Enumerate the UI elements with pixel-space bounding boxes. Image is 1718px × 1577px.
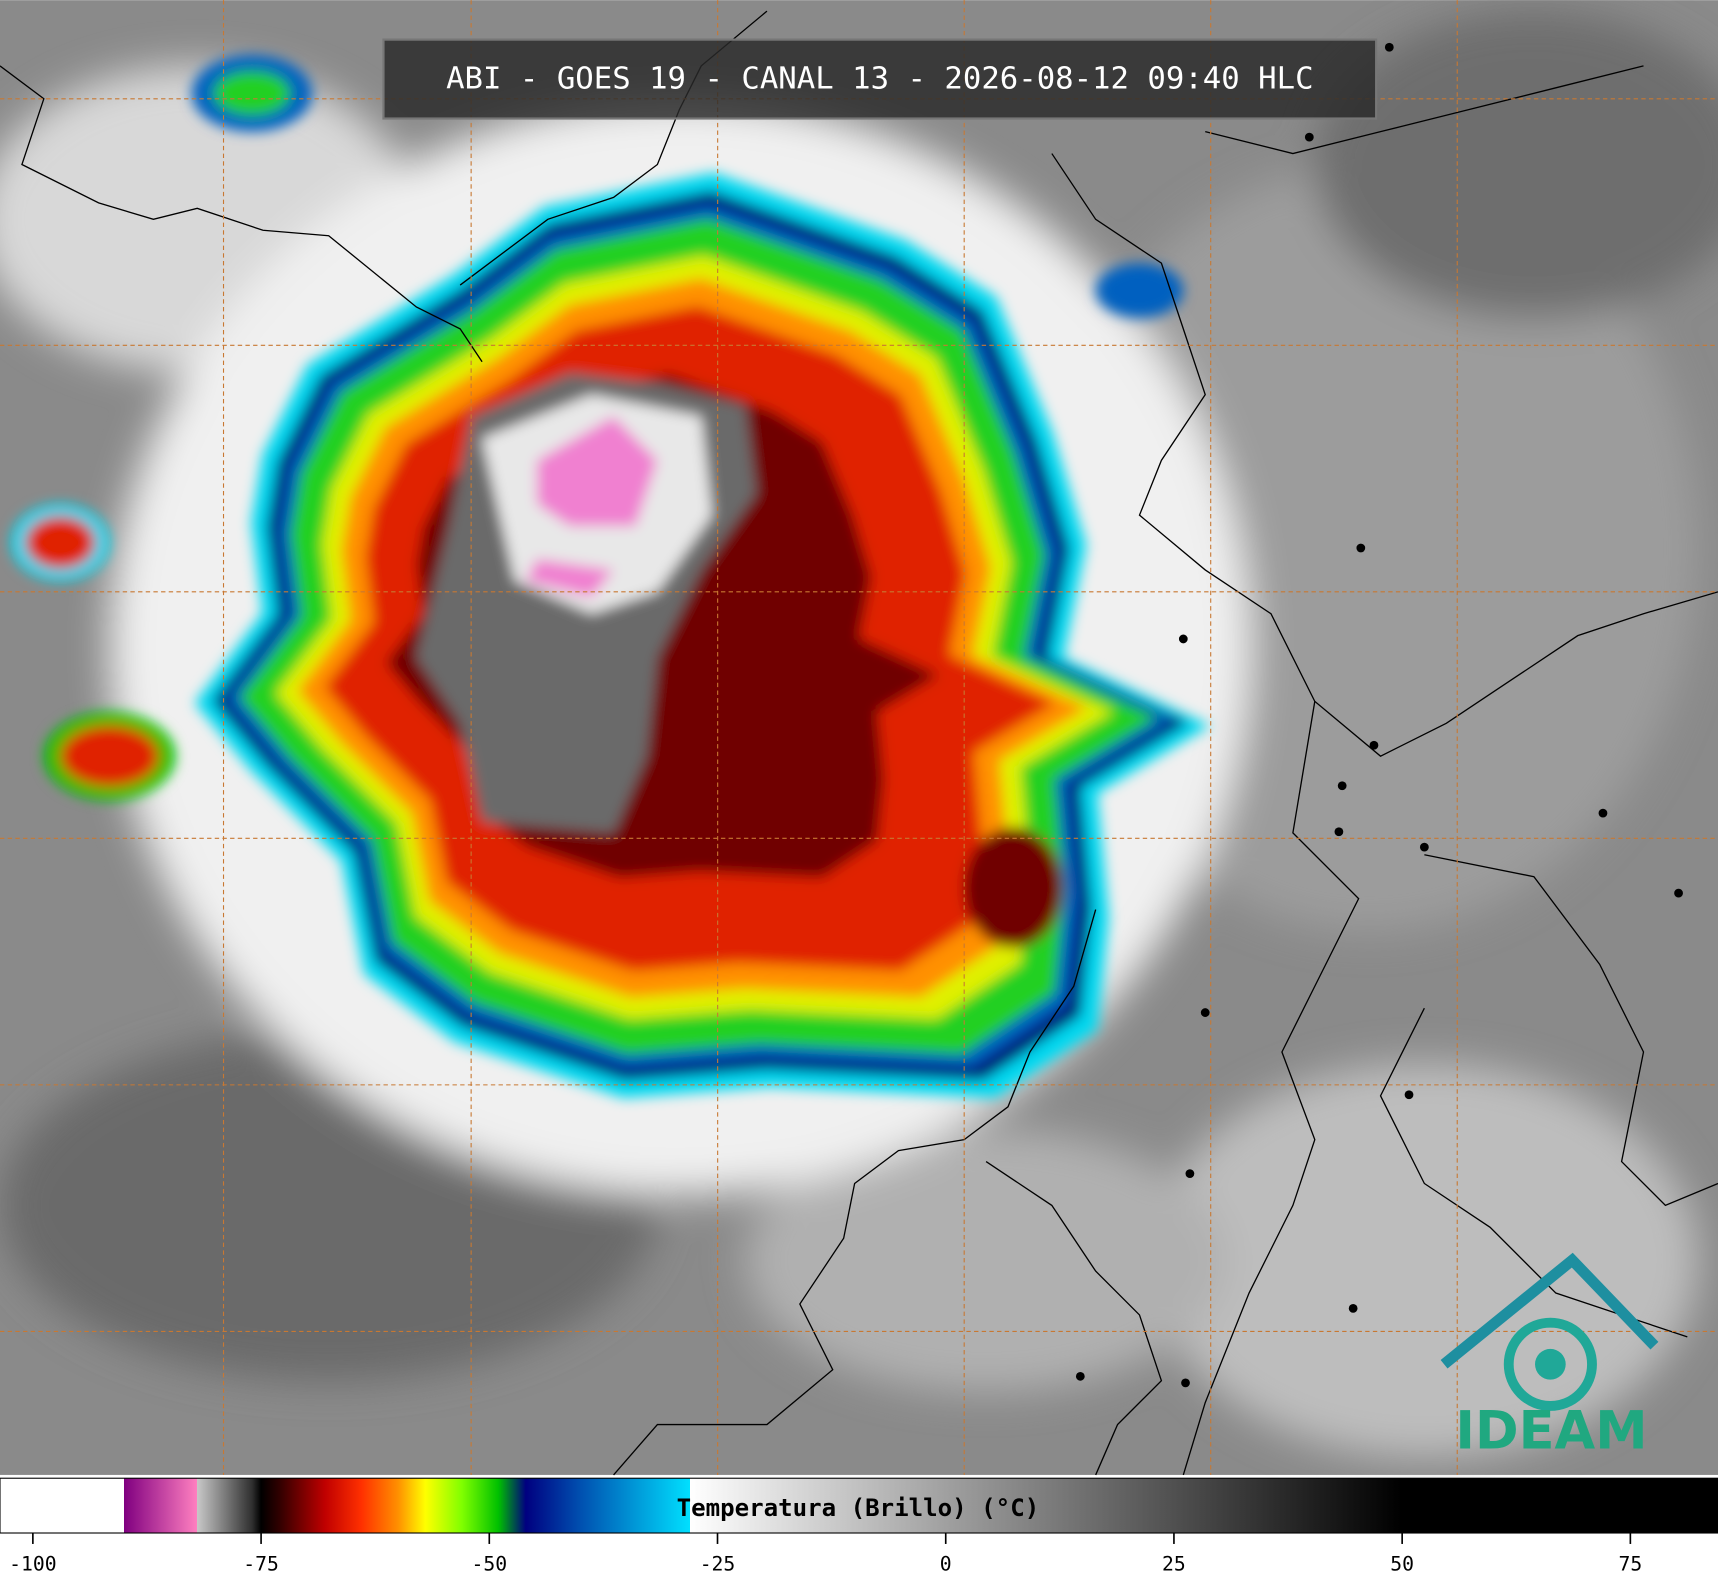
colorbar-label: Temperatura (Brillo) (°C) bbox=[677, 1494, 1040, 1522]
cities bbox=[1075, 42, 1683, 1388]
logo-text: IDEAM bbox=[1455, 1401, 1647, 1462]
tick-label: 50 bbox=[1390, 1552, 1414, 1575]
tick-label: 25 bbox=[1162, 1552, 1186, 1575]
tick-label: 0 bbox=[940, 1552, 952, 1575]
logo: IDEAM bbox=[1440, 1252, 1659, 1462]
tick-label: 75 bbox=[1618, 1552, 1642, 1575]
map: IDEAM ABI - GOES 19 - CANAL 13 - 2026-08… bbox=[0, 0, 1718, 1476]
grid bbox=[0, 0, 1718, 1475]
colorbar-ramp bbox=[0, 1477, 1718, 1534]
tick-label: -75 bbox=[243, 1552, 279, 1575]
title: ABI - GOES 19 - CANAL 13 - 2026-08-12 09… bbox=[446, 62, 1313, 97]
title-box bbox=[382, 38, 1378, 120]
colorbar: Temperatura (Brillo) (°C) -100 -75 -50 -25 0… bbox=[0, 1477, 1718, 1575]
tick-label: -100 bbox=[9, 1552, 57, 1575]
tick-label: -50 bbox=[471, 1552, 507, 1575]
tick-label: -25 bbox=[700, 1552, 736, 1575]
